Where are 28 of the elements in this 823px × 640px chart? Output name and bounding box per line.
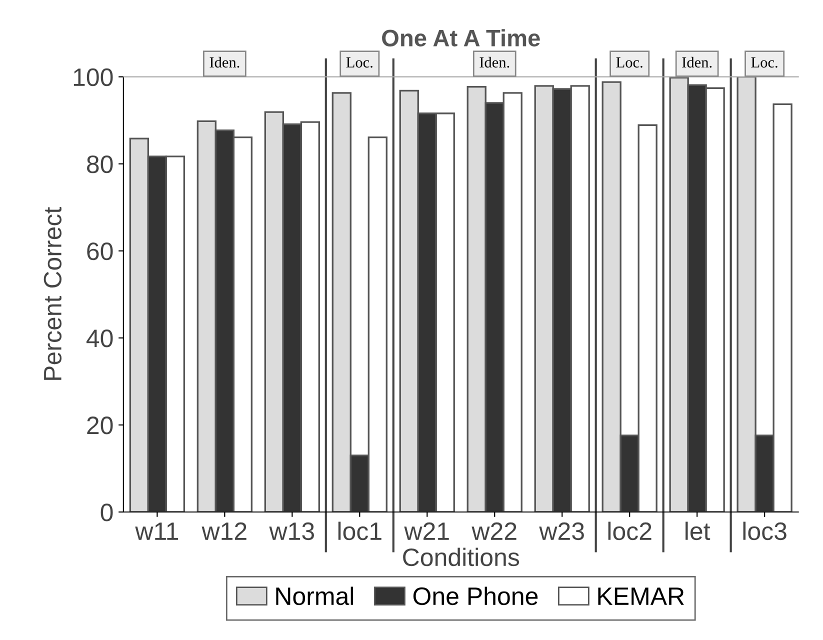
x-tick-label: w11 bbox=[135, 522, 178, 540]
x-tick-label: w13 bbox=[269, 522, 314, 540]
legend-label: KEMAR bbox=[598, 588, 684, 605]
y-tick-label: 20 bbox=[87, 416, 113, 434]
y-tick-label: 0 bbox=[100, 504, 113, 522]
x-tick-label: let bbox=[686, 522, 710, 540]
annotation: Iden. bbox=[480, 56, 510, 68]
x-tick-label: w23 bbox=[539, 522, 584, 540]
x-tick-label: w21 bbox=[404, 522, 449, 540]
annotation: Loc. bbox=[616, 57, 642, 68]
legend-label: One Phone bbox=[413, 586, 538, 606]
annotation: Loc. bbox=[346, 57, 372, 68]
x-axis-title: Conditions bbox=[403, 548, 520, 566]
y-tick-label: 100 bbox=[74, 68, 113, 86]
annotation: Iden. bbox=[210, 56, 240, 68]
annotation: Loc. bbox=[751, 57, 778, 68]
y-tick-label: 60 bbox=[87, 242, 113, 260]
y-tick-label: 80 bbox=[87, 155, 113, 174]
y-axis-title: Percent Correct bbox=[44, 207, 62, 380]
y-tick-label: 40 bbox=[86, 330, 113, 348]
x-tick-label: w12 bbox=[202, 522, 246, 540]
x-tick-label: loc3 bbox=[743, 522, 786, 540]
x-tick-label: w22 bbox=[472, 522, 516, 540]
legend-label: Normal bbox=[276, 586, 354, 606]
x-tick-label: loc1 bbox=[338, 522, 382, 540]
chart-title: One At A Time bbox=[382, 29, 540, 46]
x-tick-label: loc2 bbox=[608, 522, 652, 540]
annotation: Iden. bbox=[682, 56, 712, 68]
